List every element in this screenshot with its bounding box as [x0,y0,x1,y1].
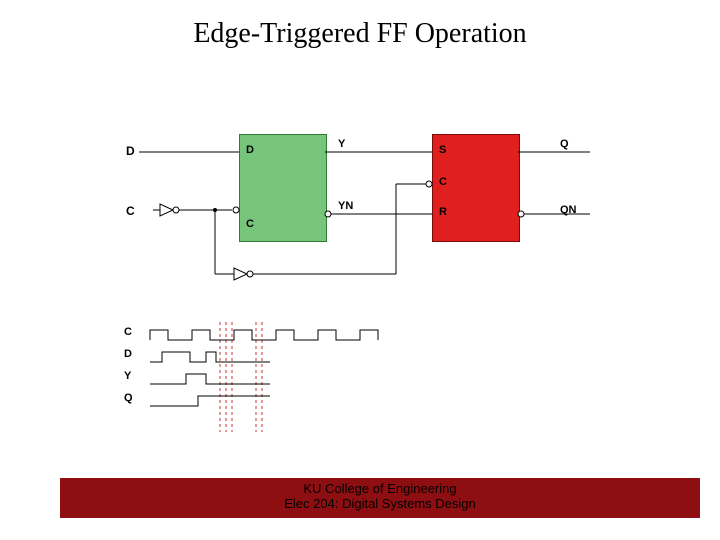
inverter-icon [160,204,179,216]
timing-label-q: Q [124,392,133,404]
timing-label-y: Y [124,370,131,382]
footer-bar: KU College of Engineering Elec 204: Digi… [60,478,700,518]
inverter-icon [234,268,253,280]
timing-waveforms [150,322,450,442]
footer-text: KU College of Engineering Elec 204: Digi… [60,481,700,511]
timing-label-d: D [124,348,132,360]
timing-label-c: C [124,326,132,338]
slide: Edge-Triggered FF Operation D C D C Y YN… [0,0,720,540]
circuit-wires [0,0,720,300]
